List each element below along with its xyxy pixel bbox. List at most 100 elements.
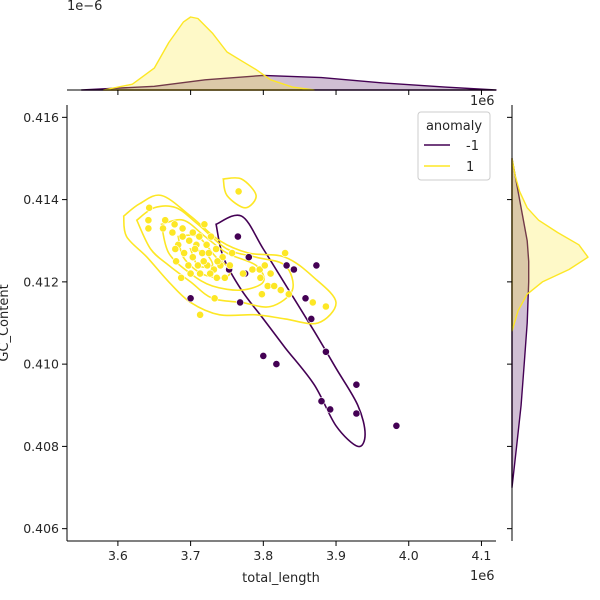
point-neg1-1 <box>244 253 253 262</box>
point-neg1-9 <box>307 314 316 323</box>
x-tick-label-5: 4.1 <box>472 548 492 563</box>
x-tick-label-2: 3.8 <box>253 548 273 563</box>
point-pos1-1 <box>145 203 154 212</box>
point-pos1-57 <box>207 232 215 241</box>
kde-contour-pos1-5 <box>222 177 257 209</box>
point-pos1-14 <box>202 240 211 249</box>
main-scatter-plot <box>122 177 401 448</box>
point-pos1-41 <box>256 273 265 282</box>
point-pos1-8 <box>144 224 153 233</box>
point-pos1-34 <box>220 273 229 282</box>
point-neg1-6 <box>186 294 195 303</box>
point-neg1-12 <box>321 347 330 356</box>
point-neg1-0 <box>233 232 242 241</box>
point-pos1-50 <box>196 310 204 319</box>
x-tick-label-4: 4.0 <box>399 548 419 563</box>
y-tick-label-4: 0.414 <box>23 192 59 207</box>
point-pos1-20 <box>204 249 213 257</box>
top-marginal-offset-label: 1e−6 <box>67 0 102 14</box>
point-pos1-31 <box>196 269 204 278</box>
point-pos1-17 <box>180 249 188 257</box>
point-pos1-4 <box>170 220 179 229</box>
point-pos1-24 <box>184 261 193 270</box>
point-pos1-48 <box>321 302 330 311</box>
kde-contour-pos1-0 <box>122 194 337 325</box>
point-neg1-18 <box>312 261 321 270</box>
right-marginal-density-neg1 <box>511 157 530 489</box>
right-marginal-plot <box>511 157 589 489</box>
point-neg1-13 <box>352 380 361 389</box>
point-pos1-37 <box>255 265 264 274</box>
x-tick-label-0: 3.6 <box>108 548 128 563</box>
point-pos1-15 <box>212 245 220 253</box>
point-neg1-3 <box>289 265 298 274</box>
kde-contour-pos1-2 <box>160 218 265 292</box>
point-neg1-11 <box>272 360 281 368</box>
y-tick-label-0: 0.406 <box>23 521 59 536</box>
right-marginal-density-pos1 <box>511 157 589 332</box>
right-marginal-offset-label: 1e6 <box>470 94 495 109</box>
point-neg1-17 <box>392 421 401 430</box>
x-axis-label: total_length <box>242 571 320 586</box>
point-neg1-14 <box>317 397 326 406</box>
legend: anomaly -1 1 <box>417 111 491 181</box>
point-neg1-2 <box>282 261 291 270</box>
legend-frame <box>417 111 491 181</box>
point-pos1-42 <box>263 282 272 290</box>
point-pos1-0 <box>234 187 243 196</box>
y-tick-label-3: 0.412 <box>23 274 59 289</box>
point-pos1-51 <box>159 224 167 233</box>
point-pos1-33 <box>212 273 221 282</box>
point-pos1-9 <box>168 228 177 237</box>
point-neg1-10 <box>259 351 268 360</box>
point-pos1-54 <box>199 257 208 266</box>
point-pos1-32 <box>206 269 215 278</box>
point-pos1-40 <box>281 249 289 257</box>
point-pos1-55 <box>213 257 222 266</box>
point-pos1-56 <box>178 232 187 241</box>
point-neg1-15 <box>326 405 335 414</box>
point-neg1-8 <box>301 294 310 303</box>
point-pos1-36 <box>248 265 257 274</box>
axes: 3.6 3.7 3.8 3.9 4.0 4.1 0.406 0.408 0.410 0.412 0.… <box>23 89 513 563</box>
x-offset-label: 1e6 <box>470 569 495 584</box>
top-marginal-density-pos1 <box>102 16 315 91</box>
point-pos1-19 <box>198 249 207 257</box>
legend-label-neg1: -1 <box>466 139 479 154</box>
point-pos1-46 <box>284 290 293 299</box>
point-pos1-45 <box>257 290 266 299</box>
y-tick-label-5: 0.416 <box>23 110 59 125</box>
point-pos1-3 <box>161 216 170 225</box>
point-pos1-30 <box>186 269 195 278</box>
point-pos1-2 <box>144 216 153 225</box>
point-pos1-29 <box>225 261 234 270</box>
point-pos1-25 <box>193 261 202 270</box>
top-marginal-plot <box>80 16 497 91</box>
point-pos1-35 <box>239 269 247 278</box>
point-neg1-7 <box>236 298 244 307</box>
point-pos1-21 <box>218 253 227 262</box>
point-pos1-52 <box>177 273 186 282</box>
y-tick-label-1: 0.408 <box>23 439 59 454</box>
point-pos1-44 <box>276 286 285 294</box>
point-neg1-16 <box>352 409 361 418</box>
point-pos1-43 <box>270 282 279 290</box>
point-pos1-49 <box>210 294 219 303</box>
kde-contour-pos1-1 <box>135 205 294 308</box>
point-pos1-10 <box>195 232 204 241</box>
point-pos1-5 <box>200 220 209 229</box>
point-pos1-38 <box>260 261 269 270</box>
point-pos1-39 <box>266 269 275 278</box>
point-pos1-53 <box>191 245 199 253</box>
legend-label-1: 1 <box>466 160 474 175</box>
x-tick-label-3: 3.9 <box>326 548 346 563</box>
point-pos1-22 <box>228 249 236 257</box>
point-pos1-18 <box>188 253 197 262</box>
point-pos1-11 <box>185 236 194 245</box>
point-pos1-6 <box>178 224 187 233</box>
top-marginal-density-neg1 <box>80 74 497 91</box>
legend-title: anomaly <box>426 119 482 134</box>
y-axis-label: GC_Content <box>0 284 12 361</box>
point-pos1-47 <box>308 298 317 307</box>
